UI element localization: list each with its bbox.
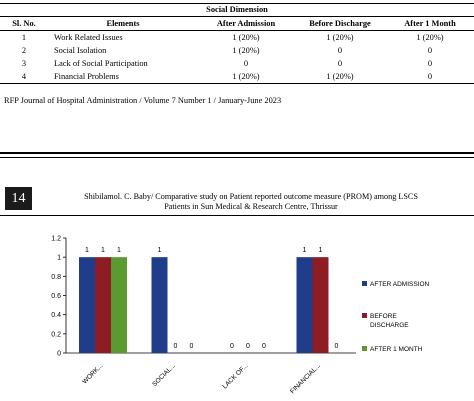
table-row: 2 Social Isolation 1 (20%) 0 0 [0,44,474,57]
legend-label: AFTER 1 MONTH [370,346,423,353]
bar [95,257,111,353]
legend-label: AFTER ADMISSION [370,281,430,288]
social-dimension-chart: 0 0.2 0.4 0.6 0.8 1 1.2 1 1 1 WORK... 1 0 0 SOCIAL... 0… [51,236,429,396]
cell-before-discharge: 0 [337,59,343,68]
cell-after-admission: 1 (20%) [232,46,260,55]
table-header-row: Sl. No. Elements After Admission Before … [0,16,474,31]
running-head-line-2: Patients in Sun Medical & Research Centr… [164,202,338,211]
chart-plot-area: 0 0.2 0.4 0.6 0.8 1 1.2 1 1 1 WORK... 1 0 0 SOCIAL... 0… [51,236,429,396]
legend-label: BEFORE [370,313,397,320]
col-header-after-1-month: After 1 Month [386,16,474,31]
data-label: 1 [319,247,323,254]
legend-label-line-2: DISCHARGE [370,322,409,329]
cell-element: Lack of Social Participation [54,59,148,68]
data-label: 0 [174,343,178,350]
y-tick-label: 0.2 [51,331,61,338]
data-label: 1 [158,247,162,254]
data-label: 1 [117,247,121,254]
bar [151,257,168,353]
cell-before-discharge: 0 [337,46,343,55]
y-tick-label: 1.2 [51,236,61,243]
running-head: Shibilamol. C. Baby/ Comparative study o… [36,192,466,212]
bar [111,257,127,353]
bar [296,257,313,353]
data-label: 0 [246,343,250,350]
cell-after-1-month: 0 [386,70,474,84]
bar [312,257,329,353]
col-header-before-discharge: Before Discharge [294,16,386,31]
cell-sl-no: 4 [0,70,48,84]
x-tick-label: WORK... [81,362,104,385]
cell-after-admission: 1 (20%) [232,33,260,42]
data-label: 0 [262,343,266,350]
page-break-rule-top [0,152,474,154]
y-tick-label: 1 [57,255,61,262]
cell-after-1-month: 1 (20%) [416,33,444,42]
legend-swatch [362,346,367,351]
y-tick-label: 0.4 [51,312,61,319]
table-row: 1 Work Related Issues 1 (20%) 1 (20%) 1 … [0,31,474,45]
cell-sl-no: 3 [21,59,27,68]
data-label: 0 [190,343,194,350]
page-number: 14 [5,187,32,210]
cell-element: Financial Problems [48,70,198,84]
col-header-sl-no: Sl. No. [0,16,48,31]
data-label: 1 [85,247,89,254]
legend-swatch [362,281,367,286]
table-title: Social Dimension [0,3,474,17]
data-label: 0 [230,343,234,350]
cell-element: Work Related Issues [54,33,123,42]
table-title-row: Social Dimension [0,3,474,17]
bar [79,257,95,353]
cell-after-admission: 1 (20%) [198,70,294,84]
cell-after-1-month: 0 [427,46,433,55]
y-tick-label: 0 [57,351,61,358]
journal-citation: RFP Journal of Hospital Administration /… [4,96,282,105]
cell-after-admission: 0 [243,59,249,68]
x-tick-label: FINANCIAL... [289,362,322,395]
col-header-after-admission: After Admission [198,16,294,31]
x-tick-label: LACK OF... [221,362,249,390]
data-label: 1 [101,247,105,254]
data-label: 0 [335,343,339,350]
cell-element: Social Isolation [54,46,107,55]
social-dimension-table: Social Dimension Sl. No. Elements After … [0,3,474,84]
col-header-elements: Elements [48,16,198,31]
legend-swatch [362,313,367,318]
y-tick-label: 0.8 [51,274,61,281]
x-tick-label: SOCIAL... [151,362,177,388]
cell-sl-no: 2 [21,46,27,55]
y-tick-label: 0.6 [51,293,61,300]
cell-before-discharge: 1 (20%) [326,33,354,42]
cell-after-1-month: 0 [427,59,433,68]
table-row: 4 Financial Problems 1 (20%) 1 (20%) 0 [0,70,474,84]
data-label: 1 [303,247,307,254]
table-row: 3 Lack of Social Participation 0 0 0 [0,57,474,70]
cell-before-discharge: 1 (20%) [294,70,386,84]
running-head-line-1: Shibilamol. C. Baby/ Comparative study o… [84,192,418,201]
running-head-rule [0,215,474,216]
cell-sl-no: 1 [21,33,27,42]
page-break-rule-bottom [0,157,474,158]
